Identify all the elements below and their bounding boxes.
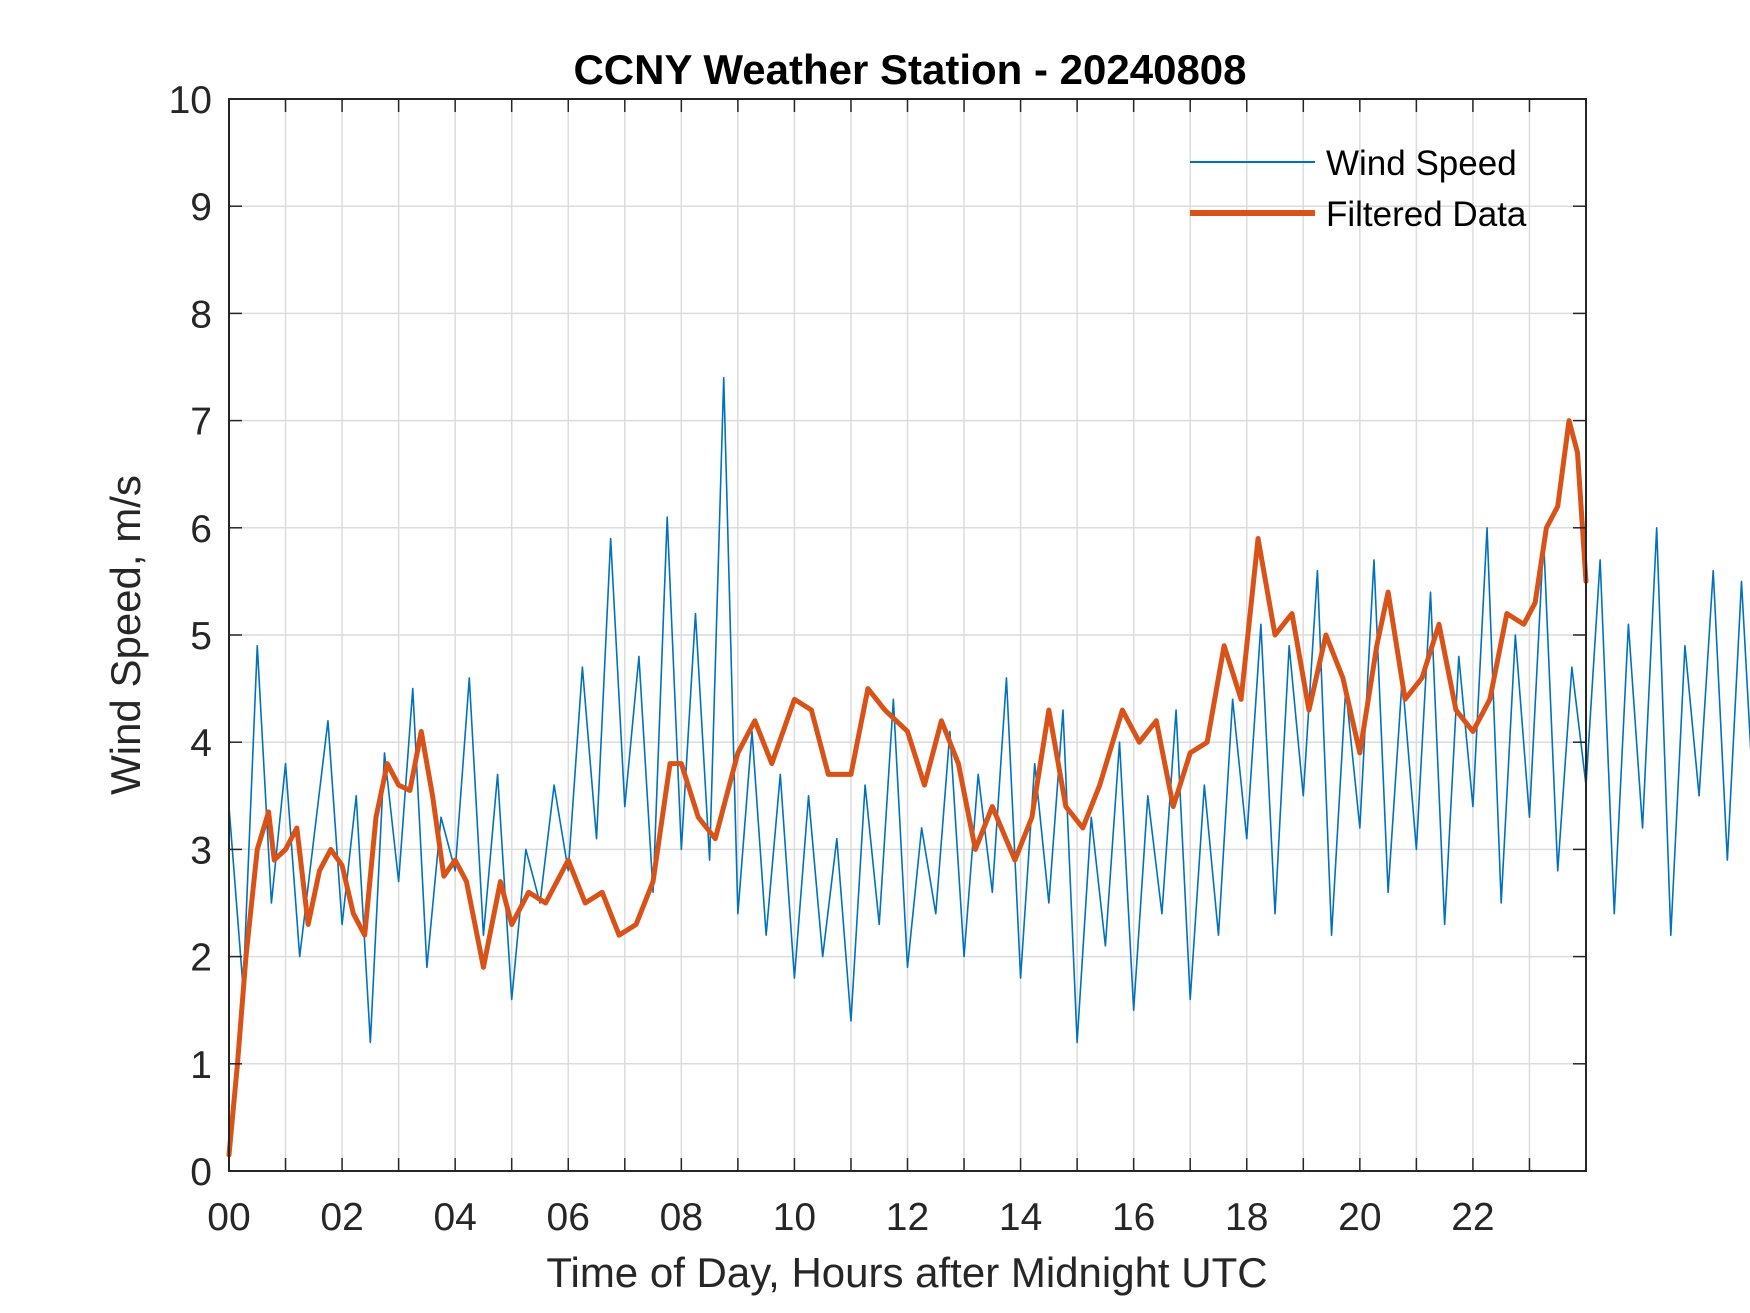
x-tick-label: 20 xyxy=(1338,1196,1381,1239)
wind-speed-series xyxy=(228,376,1750,1044)
x-tick-label: 14 xyxy=(999,1196,1042,1239)
y-tick-label: 4 xyxy=(190,722,212,765)
x-tick-label: 10 xyxy=(773,1196,816,1239)
y-tick-label: 7 xyxy=(190,401,212,444)
y-tick-label: 5 xyxy=(190,615,212,658)
filtered-data-line xyxy=(226,418,1589,1158)
legend: Wind Speed Filtered Data xyxy=(1190,144,1527,234)
y-tick-label: 6 xyxy=(190,508,212,551)
legend-filtered-data-label: Filtered Data xyxy=(1326,195,1527,234)
y-tick-label: 3 xyxy=(190,829,212,872)
x-tick-label: 04 xyxy=(433,1196,476,1239)
x-tick-label: 08 xyxy=(660,1196,703,1239)
legend-wind-speed-label: Wind Speed xyxy=(1326,144,1517,183)
y-tick-label: 0 xyxy=(190,1151,212,1194)
x-tick-label: 06 xyxy=(547,1196,590,1239)
x-tick-label: 00 xyxy=(207,1196,250,1239)
y-tick-label: 9 xyxy=(190,186,212,229)
x-axis-label: Time of Day, Hours after Midnight UTC xyxy=(546,1249,1267,1296)
y-axis-label: Wind Speed, m/s xyxy=(102,475,149,795)
y-tick-label: 8 xyxy=(190,293,212,336)
filtered-data-series xyxy=(226,418,1589,1158)
x-tick-label: 16 xyxy=(1112,1196,1155,1239)
y-tick-label: 1 xyxy=(190,1044,212,1087)
x-tick-label: 02 xyxy=(320,1196,363,1239)
x-tick-label: 18 xyxy=(1225,1196,1268,1239)
y-tick-label: 10 xyxy=(169,79,212,122)
gridlines xyxy=(229,99,1586,1171)
wind-speed-line xyxy=(228,376,1750,1044)
chart-title: CCNY Weather Station - 20240808 xyxy=(573,46,1246,93)
x-tick-label: 22 xyxy=(1451,1196,1494,1239)
x-tick-label: 12 xyxy=(886,1196,929,1239)
y-tick-label: 2 xyxy=(190,937,212,980)
